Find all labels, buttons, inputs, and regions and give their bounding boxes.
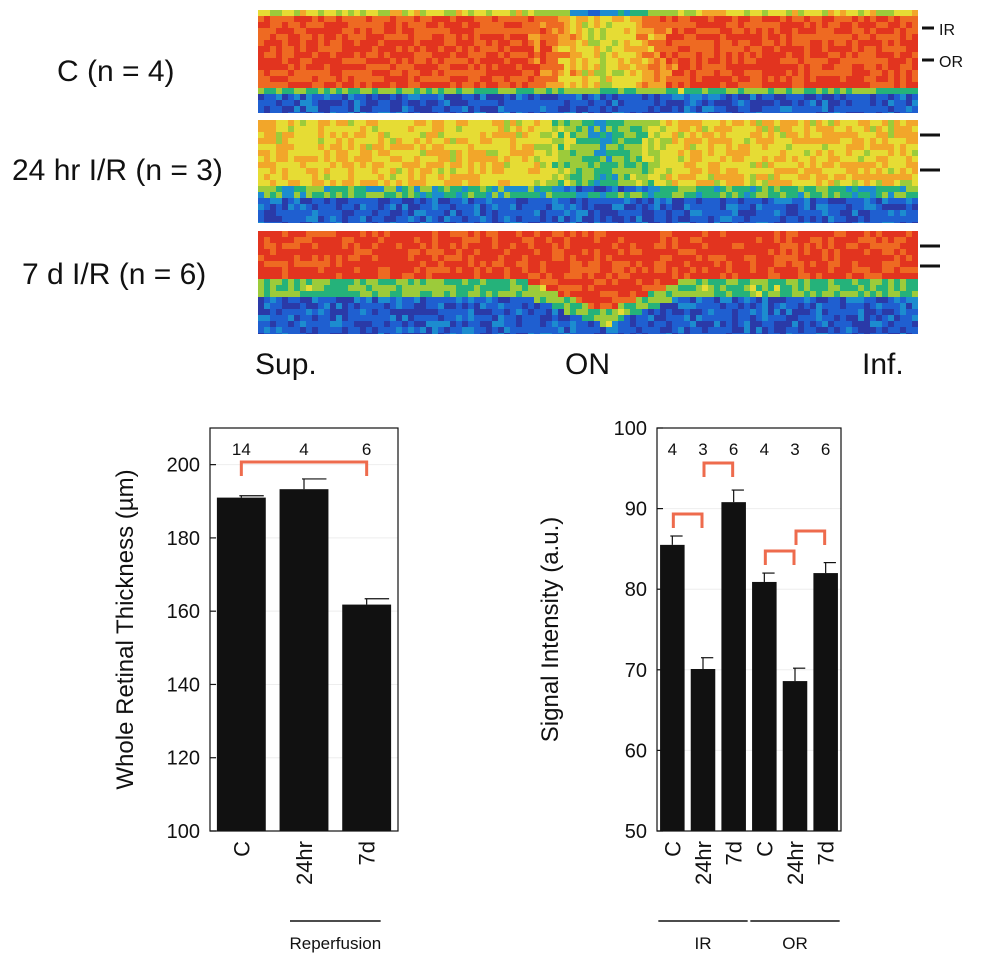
- y-tick-label: 70: [625, 660, 647, 682]
- heatmap-cells: [258, 120, 918, 223]
- y-tick-label: 160: [167, 601, 200, 623]
- bar: [691, 669, 716, 831]
- sample-size-label: 3: [790, 440, 799, 459]
- y-tick-label: 90: [625, 499, 647, 521]
- y-tick-label: 200: [167, 455, 200, 477]
- y-tick-label: 100: [614, 418, 647, 440]
- x-category-label: 24hr: [783, 841, 808, 885]
- bar: [660, 545, 685, 831]
- bar: [813, 573, 838, 831]
- group-label-reperfusion: Reperfusion: [289, 934, 381, 953]
- sample-size-label: 14: [232, 440, 251, 459]
- y-tick-label: 80: [625, 579, 647, 601]
- signal-intensity-chart-svg: 50 60 70 80 90 100 Signal Intensity (a.u.) 4 C 3 2…: [500, 400, 987, 953]
- y-tick-label: 120: [167, 748, 200, 770]
- significance-bracket: [673, 514, 702, 528]
- bar: [783, 681, 808, 831]
- layer-mark-label-ir: IR: [939, 22, 955, 39]
- heatmap-panel-control: [258, 10, 918, 113]
- thickness-chart: 100 120 140 160 180 200 Whole Retinal Thicknes…: [0, 400, 430, 958]
- thickness-chart-svg: 100 120 140 160 180 200 Whole Retinal Thicknes…: [0, 400, 430, 953]
- sample-size-label: 4: [299, 440, 308, 459]
- y-tick-label: 180: [167, 528, 200, 550]
- sample-size-label: 4: [668, 440, 677, 459]
- significance-bracket: [765, 551, 794, 565]
- heatmap-cells: [258, 10, 918, 113]
- group-label-or: OR: [782, 934, 808, 953]
- significance-bracket: [704, 463, 733, 477]
- x-category-label: 24hr: [691, 841, 716, 885]
- sample-size-label: 6: [362, 440, 371, 459]
- heatmap-row-label-control: C (n = 4): [57, 57, 175, 87]
- y-tick-label: 100: [167, 821, 200, 843]
- significance-bracket: [241, 462, 366, 476]
- x-category-label: 7d: [814, 841, 839, 865]
- heatmap-row-label-7d: 7 d I/R (n = 6): [22, 260, 206, 290]
- x-category-label: C: [229, 841, 254, 857]
- sample-size-label: 3: [698, 440, 707, 459]
- sample-size-label: 6: [821, 440, 830, 459]
- heatmap-panel-24hr: [258, 120, 918, 223]
- y-tick-label: 140: [167, 674, 200, 696]
- x-category-label: 24hr: [292, 841, 317, 885]
- significance-bracket: [796, 531, 825, 545]
- bar: [217, 498, 266, 831]
- bar: [342, 605, 391, 831]
- group-label-ir: IR: [695, 934, 712, 953]
- y-axis-label: Whole Retinal Thickness (µm): [112, 469, 139, 789]
- y-axis-label: Signal Intensity (a.u.): [537, 517, 564, 742]
- layer-mark-label-or: OR: [939, 54, 963, 71]
- position-label-optic-nerve: ON: [565, 350, 610, 380]
- x-category-label: 7d: [722, 841, 747, 865]
- x-category-label: C: [752, 841, 777, 857]
- sample-size-label: 4: [760, 440, 769, 459]
- bar: [721, 502, 746, 831]
- position-label-inferior: Inf.: [862, 350, 904, 380]
- heatmap-panel-7d: [258, 231, 918, 334]
- bar: [752, 582, 777, 831]
- heatmap-row-label-24hr: 24 hr I/R (n = 3): [12, 156, 223, 186]
- x-category-label: C: [660, 841, 685, 857]
- sample-size-label: 6: [729, 440, 738, 459]
- x-category-label: 7d: [355, 841, 380, 865]
- y-tick-label: 60: [625, 740, 647, 762]
- signal-intensity-chart: 50 60 70 80 90 100 Signal Intensity (a.u.) 4 C 3 2…: [500, 400, 987, 958]
- y-tick-label: 50: [625, 821, 647, 843]
- heatmap-cells: [258, 231, 918, 334]
- bar: [280, 489, 329, 831]
- layer-marks: IR OR: [918, 10, 987, 340]
- position-label-superior: Sup.: [255, 350, 317, 380]
